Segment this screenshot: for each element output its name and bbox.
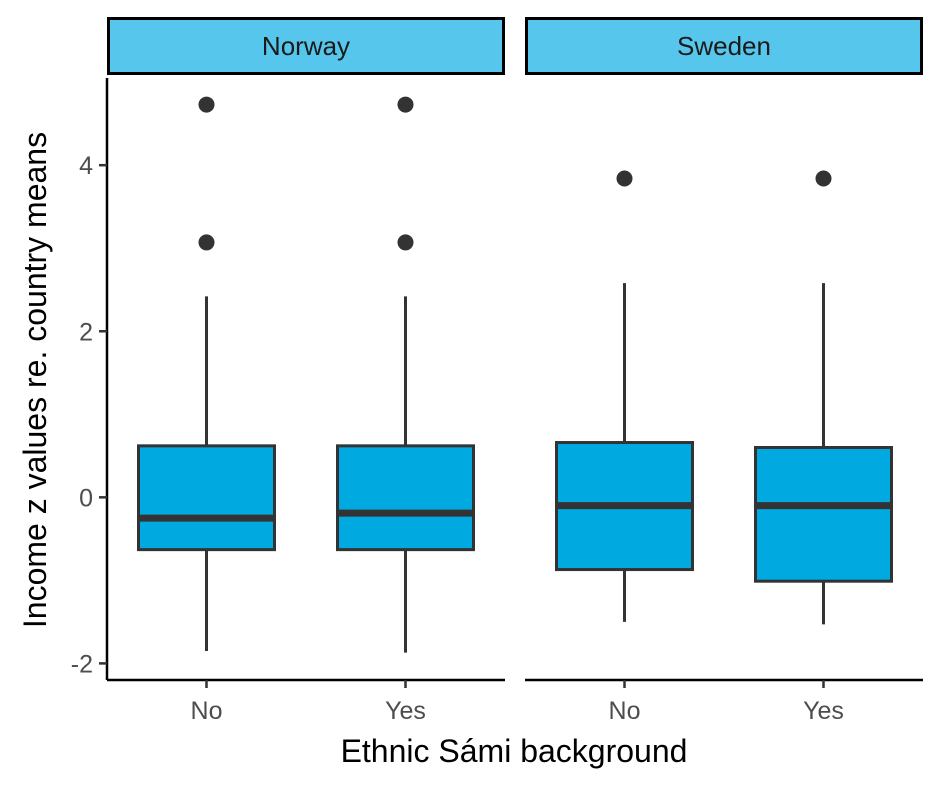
y-tick-label: 0: [79, 484, 93, 512]
box-iqr: [137, 444, 276, 552]
outlier-point: [198, 96, 215, 113]
facet-strip-sweden: [525, 17, 923, 75]
y-axis-title: Income z values re. country means: [17, 132, 53, 628]
x-tick-label: No: [609, 697, 641, 725]
outlier-point: [397, 234, 414, 251]
box-iqr: [754, 446, 893, 583]
x-axis-title: Ethnic Sámi background: [341, 733, 688, 769]
facet-strip-norway: [107, 17, 505, 75]
box-sweden-no: [555, 170, 694, 622]
box-norway-no: [137, 96, 276, 651]
x-tick-label: Yes: [803, 697, 844, 725]
facet-label: Norway: [262, 31, 350, 61]
outlier-point: [815, 170, 832, 187]
x-tick-label: Yes: [385, 697, 426, 725]
box-iqr: [336, 444, 475, 552]
outlier-point: [397, 96, 414, 113]
y-tick-label: -2: [71, 650, 93, 678]
y-tick-label: 4: [79, 152, 93, 180]
outlier-point: [616, 170, 633, 187]
x-tick-label: No: [191, 697, 223, 725]
boxplot-marks: [137, 96, 893, 653]
y-tick-label: 2: [79, 318, 93, 346]
box-norway-yes: [336, 96, 475, 653]
facet-strips: Norway Sweden: [107, 17, 923, 75]
box-sweden-yes: [754, 170, 893, 625]
facet-label: Sweden: [677, 31, 771, 61]
outlier-point: [198, 234, 215, 251]
axes: No Yes No Yes -2 0 2 4: [71, 78, 923, 725]
